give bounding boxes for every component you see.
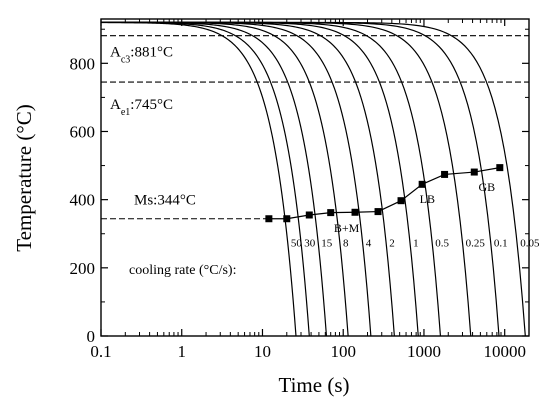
y-tick-label: 800 xyxy=(70,54,96,73)
cooling-rate-title: cooling rate (°C/s): xyxy=(129,263,236,278)
cooling-curve-50 xyxy=(100,21,297,337)
reference-lines xyxy=(101,35,529,220)
annotations: 50 30 15 8 4 2 1 0.5 0.25 0.1 0.05 Ac3:881°C Ae1:745… xyxy=(110,45,540,250)
x-tick-label: 1000 xyxy=(407,342,441,361)
cooling-curve-8 xyxy=(101,21,349,337)
transformation-point-9 xyxy=(441,170,449,178)
transformation-point-11 xyxy=(496,164,504,172)
y-tick-label: 600 xyxy=(70,122,96,141)
cooling-curve-0.5 xyxy=(101,21,442,337)
phase-label-gb: GB xyxy=(478,180,495,194)
rate-label-0.05: 0.05 xyxy=(520,238,540,250)
cooling-curve-0.05 xyxy=(101,21,526,337)
transformation-point-1 xyxy=(265,215,273,223)
transformation-point-8 xyxy=(418,180,426,188)
rate-label-2: 2 xyxy=(389,238,395,250)
y-tick-label: 400 xyxy=(70,191,96,210)
reference-label-e1: Ae1:745°C xyxy=(110,97,173,118)
x-tick-label: 10 xyxy=(254,342,271,361)
x-tick-label: 0.1 xyxy=(90,342,111,361)
phase-label-bm: B+M xyxy=(334,221,360,235)
ms-label: Ms:344°C xyxy=(134,193,196,209)
x-tick-label: 1 xyxy=(177,342,186,361)
reference-label-c3: Ac3:881°C xyxy=(110,45,173,65)
phase-label-lb: LB xyxy=(420,192,435,206)
transformation-start-line xyxy=(268,167,500,220)
transformation-point-10 xyxy=(470,168,478,176)
rate-label-0.1: 0.1 xyxy=(494,238,508,250)
y-tick-label: 200 xyxy=(70,259,96,278)
transformation-point-3 xyxy=(305,211,313,219)
y-tick-label: 0 xyxy=(87,327,96,346)
transformation-point-5 xyxy=(351,208,359,216)
axes: 0.1 1 10 100 1000 10000 0 200 400 600 800 xyxy=(70,18,530,361)
rate-label-4: 4 xyxy=(366,238,372,250)
cooling-curves xyxy=(100,21,526,337)
cooling-curve-0.25 xyxy=(101,21,472,337)
cooling-curve-1 xyxy=(101,21,419,337)
x-tick-label: 100 xyxy=(330,342,356,361)
cooling-curve-0.1 xyxy=(101,21,500,337)
transformation-point-6 xyxy=(374,208,382,216)
cooling-curve-4 xyxy=(101,21,372,337)
transformation-point-4 xyxy=(327,209,335,217)
cooling-curve-2 xyxy=(101,21,395,337)
x-axis-title: Time (s) xyxy=(279,373,350,397)
cooling-curve-30 xyxy=(101,21,310,337)
rate-label-0.25: 0.25 xyxy=(466,238,486,250)
rate-label-8: 8 xyxy=(343,238,349,250)
transformation-points xyxy=(265,164,504,223)
plot-frame xyxy=(100,18,530,337)
rate-label-15: 15 xyxy=(321,238,333,250)
x-tick-label: 10000 xyxy=(483,342,526,361)
rate-label-1: 1 xyxy=(413,238,419,250)
rate-label-30: 30 xyxy=(304,238,316,250)
rate-label-0.5: 0.5 xyxy=(435,238,449,250)
transformation-point-2 xyxy=(283,215,291,223)
rate-label-50: 50 xyxy=(291,238,303,250)
y-axis-title: Temperature (°C) xyxy=(12,104,36,251)
transformation-point-7 xyxy=(397,197,405,205)
